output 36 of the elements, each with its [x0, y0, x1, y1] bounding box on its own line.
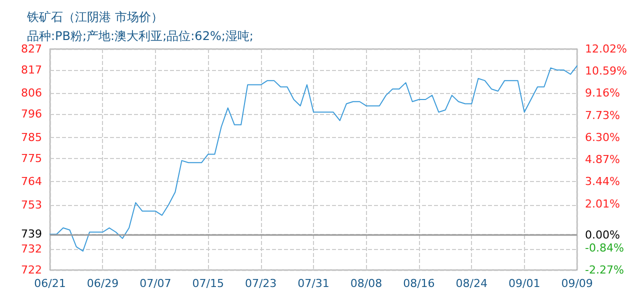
y2-tick-label: 10.59%: [585, 64, 628, 78]
y2-tick-label: 4.87%: [585, 153, 620, 166]
y2-tick-label: 7.73%: [585, 108, 620, 122]
y2-tick-label: -2.27%: [585, 264, 624, 276]
line-series: [50, 65, 578, 252]
x-tick-label: 06/29: [86, 277, 119, 290]
y-tick-label: 775: [21, 152, 42, 165]
x-tick-label: 09/09: [561, 277, 593, 290]
y-tick-label: 817: [21, 64, 42, 77]
x-tick-label: 07/15: [192, 277, 224, 290]
x-tick-label: 06/21: [34, 277, 66, 290]
y-tick-label: 827: [21, 42, 42, 56]
x-tick-label: 07/31: [298, 277, 330, 290]
y2-tick-label: 12.02%: [585, 42, 628, 56]
y2-tick-label: 3.44%: [585, 175, 620, 188]
x-tick-label: 09/01: [508, 277, 540, 290]
y2-tick-label: 6.30%: [585, 130, 620, 144]
y-tick-label: 722: [21, 264, 42, 276]
y-tick-label: 764: [21, 175, 42, 188]
x-tick-label: 07/07: [140, 277, 172, 290]
y-tick-label: 732: [21, 242, 42, 256]
y-tick-label: 753: [21, 198, 42, 212]
x-tick-label: 08/16: [403, 277, 435, 290]
chart-title: 铁矿石（江阴港 市场价）: [26, 10, 163, 24]
y-tick-label: 796: [21, 108, 42, 121]
x-tick-label: 08/24: [456, 277, 488, 290]
y-tick-label: 739: [21, 228, 42, 241]
y2-tick-label: 9.16%: [585, 86, 620, 100]
x-tick-label: 08/08: [350, 277, 382, 290]
chart-subtitle: 品种:PB粉;产地:澳大利亚;品位:62%;湿吨;: [27, 29, 254, 43]
y2-tick-label: 2.01%: [585, 197, 620, 210]
y-tick-label: 806: [21, 86, 42, 100]
y-tick-label: 785: [21, 130, 42, 144]
y2-tick-label: -0.84%: [585, 241, 624, 254]
x-tick-label: 07/23: [244, 277, 277, 290]
y2-tick-label: 0.00%: [585, 228, 620, 242]
